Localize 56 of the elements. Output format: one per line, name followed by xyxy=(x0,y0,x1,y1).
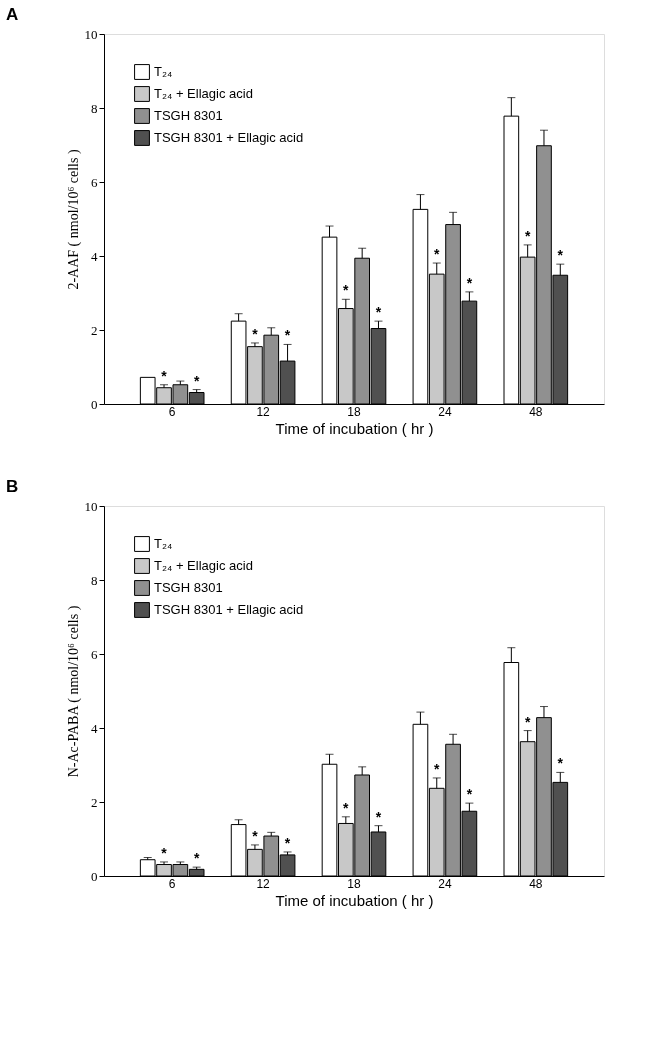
y-tick-label: 4 xyxy=(91,720,98,736)
data-label: * xyxy=(161,844,168,861)
y-tick-label: 0 xyxy=(91,868,98,884)
data-label: * xyxy=(524,713,531,730)
x-tick-label: 24 xyxy=(438,404,452,419)
data-label: * xyxy=(557,247,564,264)
data-label: * xyxy=(466,786,473,803)
data-label: * xyxy=(193,372,200,389)
legend-label: T₂₄ xyxy=(154,64,173,79)
data-label: * xyxy=(161,367,168,384)
y-axis-title: N-Ac-PABA ( nmol/10⁶ cells ) xyxy=(65,605,82,778)
y-tick-label: 10 xyxy=(84,26,98,42)
data-label: * xyxy=(284,834,291,851)
data-label: * xyxy=(434,246,441,263)
x-tick-label: 6 xyxy=(168,876,176,891)
data-label: * xyxy=(193,850,200,867)
data-label: * xyxy=(343,282,350,299)
data-label: * xyxy=(375,304,382,321)
legend-label: TSGH 8301 + Ellagic acid xyxy=(154,602,304,617)
x-tick-label: 12 xyxy=(256,404,271,419)
legend-label: TSGH 8301 + Ellagic acid xyxy=(154,130,304,145)
x-axis-title: Time of incubation ( hr ) xyxy=(275,419,434,437)
chart-title: A xyxy=(6,5,19,24)
y-tick-label: 6 xyxy=(91,174,98,190)
legend-label: TSGH 8301 xyxy=(154,108,223,123)
x-tick-label: 48 xyxy=(529,876,543,891)
chart-title: B xyxy=(6,477,19,496)
data-label: * xyxy=(466,274,473,291)
y-tick-label: 10 xyxy=(84,498,98,514)
y-tick-label: 0 xyxy=(91,396,98,412)
x-tick-label: 12 xyxy=(256,876,271,891)
x-axis-title: Time of incubation ( hr ) xyxy=(275,891,434,909)
data-label: * xyxy=(557,755,564,772)
x-tick-label: 6 xyxy=(168,404,176,419)
y-tick-label: 8 xyxy=(91,572,98,588)
y-tick-label: 2 xyxy=(91,322,98,338)
legend-label: T₂₄ + Ellagic acid xyxy=(154,86,253,101)
data-label: * xyxy=(252,325,259,342)
y-tick-label: 4 xyxy=(91,248,98,264)
legend-label: T₂₄ + Ellagic acid xyxy=(154,558,253,573)
data-label: * xyxy=(343,799,350,816)
data-label: * xyxy=(524,227,531,244)
legend-label: TSGH 8301 xyxy=(154,580,223,595)
data-label: * xyxy=(252,827,259,844)
data-label: * xyxy=(434,760,441,777)
x-tick-label: 18 xyxy=(347,404,361,419)
y-tick-label: 6 xyxy=(91,646,98,662)
x-tick-label: 48 xyxy=(529,404,543,419)
y-tick-label: 8 xyxy=(91,100,98,116)
data-label: * xyxy=(375,808,382,825)
data-label: * xyxy=(284,327,291,344)
y-axis-title: 2-AAF ( nmol/10⁶ cells ) xyxy=(65,149,82,290)
x-tick-label: 24 xyxy=(438,876,452,891)
x-tick-label: 18 xyxy=(347,876,361,891)
y-tick-label: 2 xyxy=(91,794,98,810)
legend-label: T₂₄ xyxy=(154,536,173,551)
